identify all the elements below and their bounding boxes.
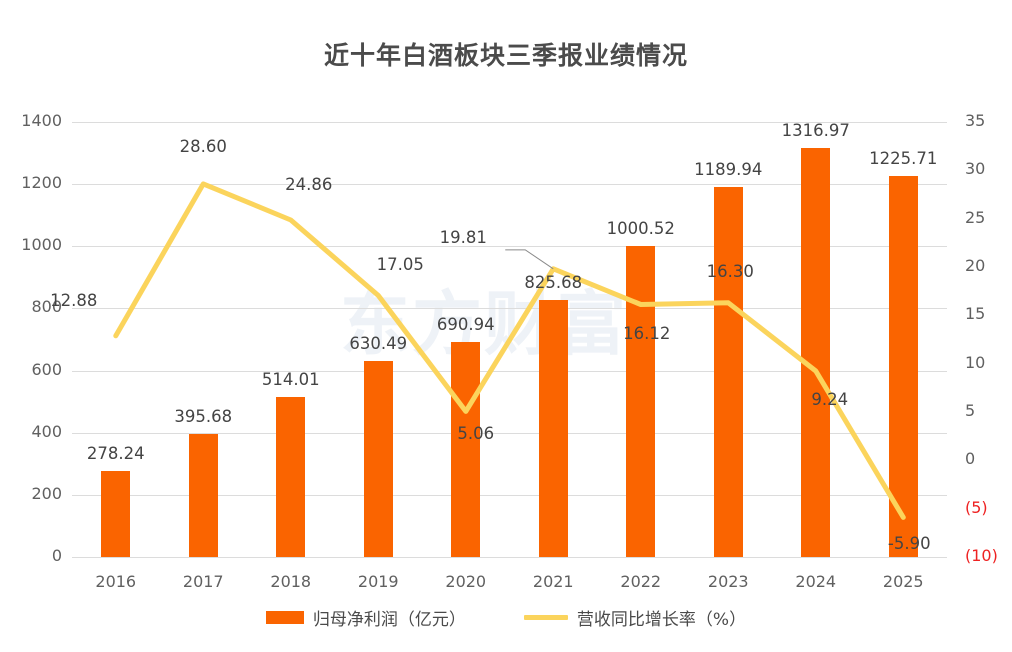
bar-value-label-2021: 825.68 (524, 273, 583, 293)
bar-value-label-2018: 514.01 (261, 370, 320, 390)
line-value-label-2017: 28.60 (179, 136, 227, 156)
x-axis-tick-2019: 2019 (357, 572, 399, 591)
x-axis-tick-2020: 2020 (445, 572, 487, 591)
bar-value-label-2025: 1225.71 (869, 149, 938, 169)
y-axis-left-tick-400: 400 (31, 421, 62, 441)
bar-value-label-2017: 395.68 (174, 407, 233, 427)
bar-2021[interactable] (538, 300, 568, 557)
line-value-label-2019: 17.05 (376, 254, 424, 274)
gridline (72, 122, 947, 123)
legend-label-growth: 营收同比增长率（%） (576, 610, 747, 630)
bar-2019[interactable] (363, 361, 393, 557)
x-axis-tick-2023: 2023 (707, 572, 749, 591)
line-value-label-2018: 24.86 (285, 175, 333, 195)
x-axis-tick-2017: 2017 (182, 572, 224, 591)
plot-area (72, 122, 947, 558)
legend-item-growth[interactable]: 营收同比增长率（%） (523, 605, 747, 630)
bar-value-label-2024: 1316.97 (781, 120, 850, 140)
x-axis-tick-2024: 2024 (795, 572, 837, 591)
chart-legend: 归母净利润（亿元） 营收同比增长率（%） (0, 605, 1012, 630)
bar-value-label-2022: 1000.52 (606, 219, 675, 239)
bar-2024[interactable] (801, 147, 831, 557)
y-axis-right-tick-5: 5 (965, 401, 976, 420)
bar-2016[interactable] (101, 470, 131, 557)
bar-2023[interactable] (713, 187, 743, 557)
bar-2017[interactable] (188, 434, 218, 557)
x-axis-tick-2025: 2025 (882, 572, 924, 591)
chart-title: 近十年白酒板块三季报业绩情况 (323, 41, 688, 70)
gridline (72, 557, 947, 558)
bar-swatch-icon (265, 611, 304, 624)
y-axis-right-tick-n10n: (10) (965, 546, 998, 565)
x-axis-tick-2016: 2016 (95, 572, 137, 591)
y-axis-left-tick-1200: 1200 (21, 173, 62, 193)
legend-item-profit[interactable]: 归母净利润（亿元） (265, 605, 466, 630)
bar-2018[interactable] (276, 397, 306, 557)
bar-value-label-2023: 1189.94 (694, 160, 763, 180)
x-axis-tick-2022: 2022 (620, 572, 662, 591)
y-axis-left-tick-1000: 1000 (21, 235, 62, 255)
y-axis-right-tick-25: 25 (965, 207, 986, 227)
y-axis-right-tick-n5n: (5) (965, 497, 988, 517)
y-axis-right-tick-35: 35 (965, 111, 986, 130)
bar-2020[interactable] (451, 342, 481, 557)
line-swatch-icon (523, 615, 568, 620)
y-axis-left-tick-200: 200 (31, 483, 62, 503)
bar-2022[interactable] (626, 246, 656, 557)
y-axis-right-tick-0: 0 (965, 449, 976, 469)
x-axis-tick-2018: 2018 (270, 572, 312, 591)
y-axis-left-tick-0: 0 (51, 546, 62, 565)
x-axis-tick-2021: 2021 (532, 572, 574, 591)
y-axis-right-tick-30: 30 (965, 159, 986, 179)
line-value-label-2023: 16.30 (706, 261, 754, 281)
y-axis-left-tick-600: 600 (31, 359, 62, 379)
bar-2025[interactable] (888, 176, 918, 557)
line-value-label-2016: 12.88 (50, 290, 98, 310)
bar-value-label-2019: 630.49 (349, 334, 408, 354)
y-axis-right-tick-15: 15 (965, 304, 986, 324)
line-value-label-2022: 16.12 (623, 323, 671, 343)
y-axis-left-tick-1400: 1400 (21, 111, 62, 130)
line-value-label-2025: -5.90 (887, 534, 931, 554)
bar-value-label-2020: 690.94 (436, 315, 495, 335)
bar-value-label-2016: 278.24 (86, 443, 145, 463)
line-value-label-2020: 5.06 (457, 424, 495, 444)
legend-label-profit: 归母净利润（亿元） (312, 610, 466, 630)
line-value-label-2021: 19.81 (439, 227, 487, 247)
y-axis-left-tick-800: 800 (31, 297, 62, 317)
y-axis-right-tick-10: 10 (965, 352, 986, 372)
y-axis-right-tick-20: 20 (965, 256, 986, 275)
line-value-label-2024: 9.24 (811, 390, 849, 409)
